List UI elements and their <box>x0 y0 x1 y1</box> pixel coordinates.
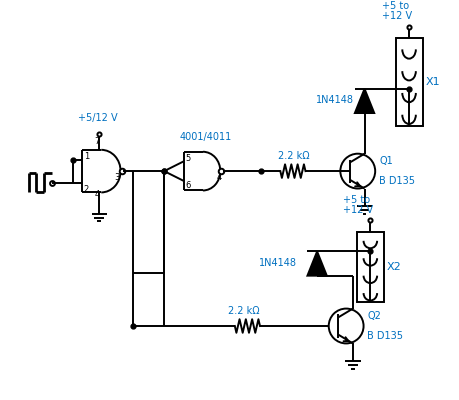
Text: 7: 7 <box>95 137 100 146</box>
Polygon shape <box>355 89 374 113</box>
Polygon shape <box>308 252 327 276</box>
Text: X1: X1 <box>425 77 440 87</box>
Text: +5 to: +5 to <box>382 1 409 11</box>
Text: 4: 4 <box>217 173 222 182</box>
Text: 4: 4 <box>95 190 100 200</box>
Text: B D135: B D135 <box>379 176 415 186</box>
Text: 1N4148: 1N4148 <box>316 96 354 106</box>
Text: Q2: Q2 <box>368 311 381 321</box>
Text: 3: 3 <box>115 173 120 182</box>
Text: B D135: B D135 <box>368 331 403 341</box>
Text: 6: 6 <box>185 181 191 190</box>
Text: +12 V: +12 V <box>343 205 373 215</box>
Text: 1: 1 <box>84 152 89 161</box>
Text: 2.2 kΩ: 2.2 kΩ <box>279 152 310 162</box>
Text: +5 to: +5 to <box>343 195 370 205</box>
Text: Q1: Q1 <box>379 156 393 166</box>
Text: 5: 5 <box>185 154 190 163</box>
Text: 1N4148: 1N4148 <box>259 258 297 268</box>
Text: +5/12 V: +5/12 V <box>78 113 118 123</box>
Text: 2.2 kΩ: 2.2 kΩ <box>228 306 260 316</box>
Text: 2: 2 <box>84 185 89 194</box>
Text: 4001/4011: 4001/4011 <box>179 132 232 142</box>
Text: +12 V: +12 V <box>382 11 412 21</box>
Text: X2: X2 <box>387 262 402 272</box>
